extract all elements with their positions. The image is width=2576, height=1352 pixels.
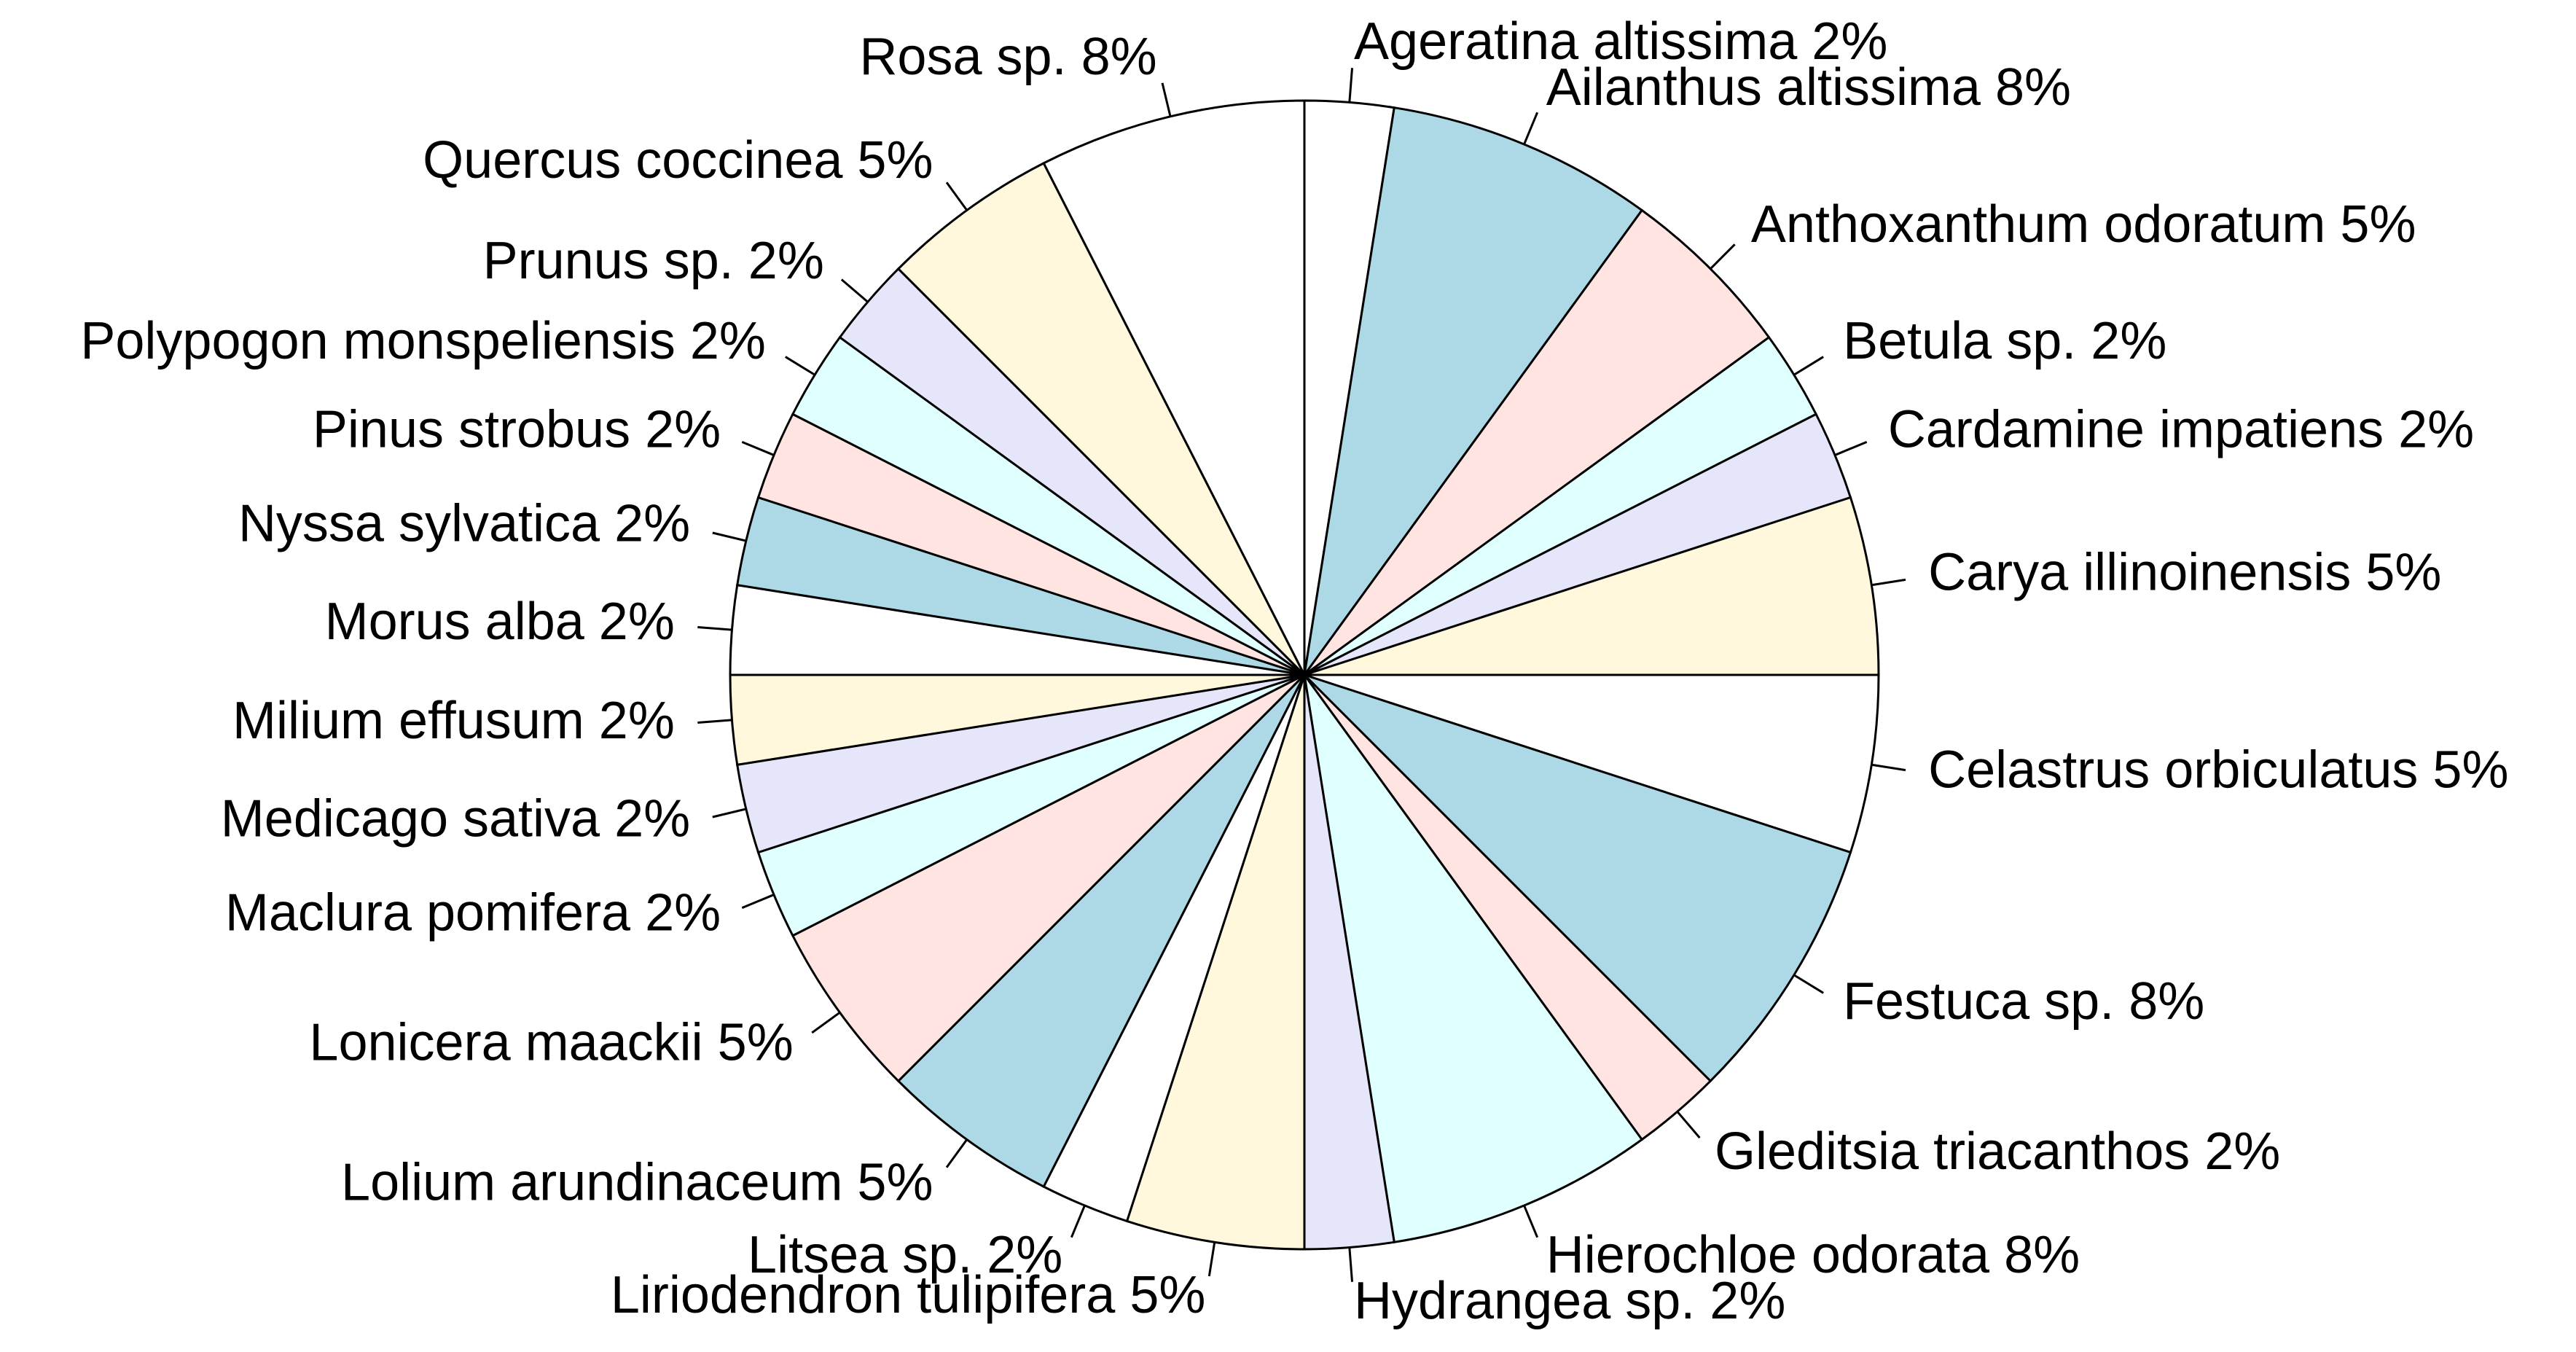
label-tick bbox=[1834, 440, 1868, 456]
label-tick bbox=[712, 808, 747, 818]
label-tick bbox=[945, 1138, 968, 1168]
pie-slice bbox=[1303, 106, 1644, 676]
label-tick bbox=[697, 625, 732, 631]
pie-slice bbox=[896, 161, 1306, 676]
slice-label: Celastrus orbiculatus 5% bbox=[1928, 741, 2508, 800]
label-tick bbox=[1348, 68, 1354, 103]
slice-label: Litsea sp. 2% bbox=[748, 1226, 1062, 1284]
slice-label: Pinus strobus 2% bbox=[313, 400, 721, 458]
slice-label: Hierochloe odorata 8% bbox=[1546, 1226, 2080, 1284]
label-tick bbox=[1793, 974, 1824, 994]
slice-label: Milium effusum 2% bbox=[232, 692, 675, 750]
slice-label: Rosa sp. 8% bbox=[859, 28, 1156, 86]
slice-labels: Ageratina altissima 2%Ailanthus altissim… bbox=[80, 12, 2508, 1330]
label-tick bbox=[1161, 82, 1172, 117]
label-tick bbox=[1207, 1242, 1216, 1277]
slice-label: Polypogon monspeliensis 2% bbox=[80, 312, 766, 370]
slice-label: Medicago sativa 2% bbox=[221, 789, 690, 848]
slice-label: Anthoxanthum odoratum 5% bbox=[1751, 195, 2416, 254]
label-tick bbox=[1523, 112, 1539, 145]
slice-label: Cardamine impatiens 2% bbox=[1888, 400, 2474, 458]
pie-slice bbox=[1303, 673, 1852, 1083]
pie-slice bbox=[1303, 208, 1771, 676]
label-tick bbox=[697, 719, 732, 724]
pie-slice bbox=[1304, 673, 1880, 854]
pie-slice bbox=[791, 673, 1306, 1083]
slice-label: Festuca sp. 8% bbox=[1843, 972, 2204, 1031]
slice-label: Morus alba 2% bbox=[325, 593, 675, 651]
slice-label: Hydrangea sp. 2% bbox=[1354, 1272, 1785, 1330]
label-tick bbox=[1070, 1205, 1086, 1238]
slice-label: Nyssa sylvatica 2% bbox=[238, 495, 690, 553]
label-tick bbox=[1793, 356, 1824, 376]
slice-label: Betula sp. 2% bbox=[1843, 312, 2166, 370]
slice-label: Quercus coccinea 5% bbox=[423, 131, 933, 189]
pie-slice bbox=[1125, 674, 1306, 1251]
pie-slice bbox=[1304, 496, 1880, 676]
pie-slices bbox=[729, 99, 1880, 1251]
label-ticks bbox=[697, 68, 1906, 1282]
label-tick bbox=[840, 278, 869, 303]
label-tick bbox=[1523, 1205, 1539, 1238]
slice-label: Carya illinoinensis 5% bbox=[1928, 543, 2441, 601]
label-tick bbox=[945, 181, 968, 211]
slice-label: Lonicera maackii 5% bbox=[309, 1014, 793, 1072]
label-tick bbox=[712, 531, 747, 542]
label-tick bbox=[741, 440, 775, 456]
label-tick bbox=[785, 356, 815, 376]
label-tick bbox=[1871, 763, 1906, 772]
label-tick bbox=[811, 1011, 841, 1034]
label-tick bbox=[1871, 578, 1906, 587]
pie-slice bbox=[896, 673, 1306, 1189]
slice-label: Ailanthus altissima 8% bbox=[1546, 58, 2071, 117]
slice-label: Gleditsia triacanthos 2% bbox=[1715, 1122, 2280, 1181]
pie-slice bbox=[1042, 99, 1306, 676]
slice-label: Lolium arundinaceum 5% bbox=[341, 1153, 933, 1211]
slice-label: Liriodendron tulipifera 5% bbox=[611, 1266, 1206, 1324]
slice-label: Prunus sp. 2% bbox=[483, 232, 824, 290]
label-tick bbox=[1710, 243, 1736, 270]
label-tick bbox=[741, 894, 775, 910]
slice-label: Maclura pomifera 2% bbox=[225, 884, 721, 942]
label-tick bbox=[1348, 1247, 1354, 1282]
label-tick bbox=[1676, 1111, 1701, 1139]
slice-label: Ageratina altissima 2% bbox=[1354, 12, 1887, 71]
